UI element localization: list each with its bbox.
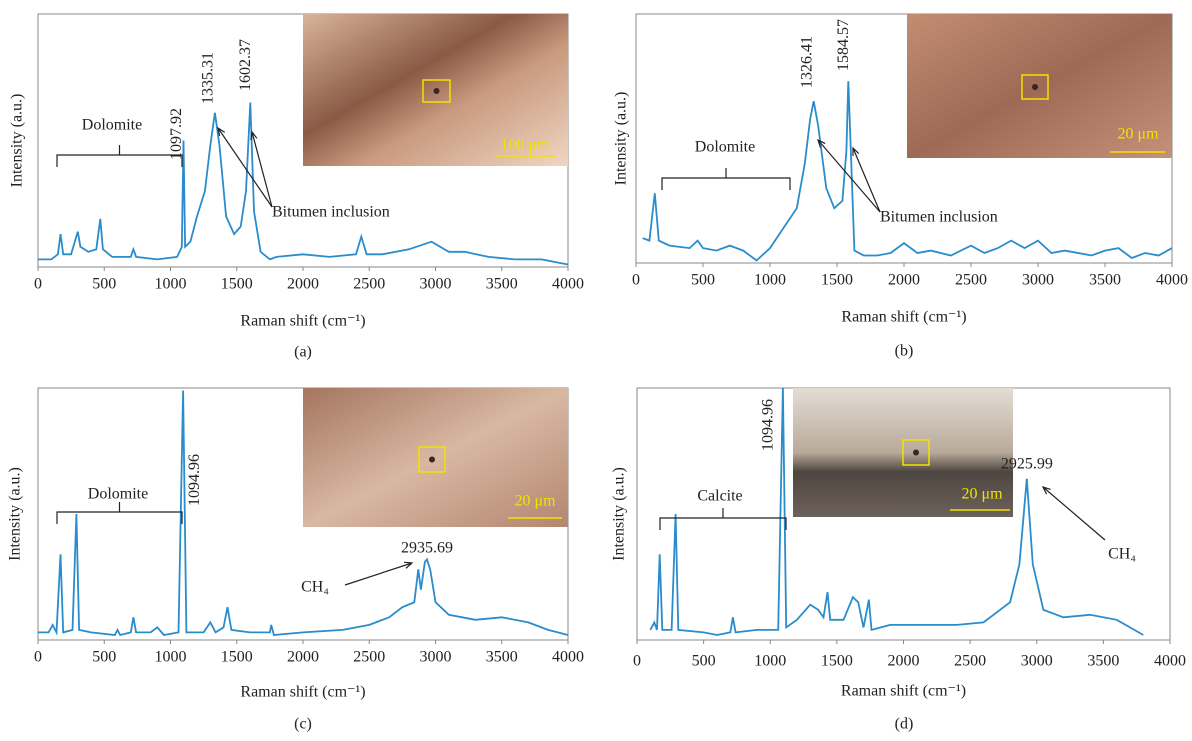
scale-label: 20 μm: [514, 493, 556, 510]
bracket-label: Calcite: [697, 488, 742, 505]
inclusion-dot: [1032, 84, 1038, 90]
x-tick-label: 2000: [888, 653, 920, 670]
arrow: [853, 148, 880, 212]
arrow: [345, 562, 412, 585]
peak-label: 1094.96: [760, 399, 777, 451]
gas-label: CH₄: [301, 579, 329, 596]
x-tick-label: 500: [692, 653, 716, 670]
x-tick-label: 1000: [155, 649, 187, 666]
x-tick-label: 2500: [954, 653, 986, 670]
bracket-label: Dolomite: [88, 486, 148, 503]
x-tick-label: 2500: [353, 276, 385, 293]
x-tick-label: 4000: [552, 276, 584, 293]
x-tick-label: 0: [632, 272, 640, 289]
panel-label: (a): [294, 344, 312, 361]
x-tick-label: 1500: [221, 649, 253, 666]
x-tick-label: 4000: [552, 649, 584, 666]
scale-label: 20 μm: [961, 486, 1003, 503]
y-axis-label: Intensity (a.u.): [9, 94, 26, 188]
panel-label: (b): [895, 343, 914, 360]
peak-label: 1097.92: [168, 108, 185, 160]
x-tick-label: 500: [691, 272, 715, 289]
bracket-label: Dolomite: [82, 117, 142, 134]
panel-label: (c): [294, 716, 312, 733]
x-tick-label: 2000: [287, 276, 319, 293]
x-tick-label: 500: [92, 649, 116, 666]
x-axis-label: Raman shift (cm⁻¹): [240, 684, 365, 701]
x-tick-label: 3000: [1021, 653, 1053, 670]
x-tick-label: 3000: [420, 276, 452, 293]
scale-label: 100 μm: [500, 137, 550, 154]
x-tick-label: 3500: [486, 649, 518, 666]
x-tick-label: 3500: [1089, 272, 1121, 289]
peak-label: 2935.69: [401, 540, 453, 557]
x-tick-label: 1500: [821, 272, 853, 289]
scale-label: 20 μm: [1117, 126, 1159, 143]
peak-label: 1326.41: [798, 36, 815, 88]
bracket-label: Dolomite: [695, 139, 755, 156]
y-axis-label: Intensity (a.u.): [7, 467, 24, 561]
inclusion-label: Bitumen inclusion: [272, 204, 390, 221]
peak-label: 1335.31: [200, 52, 217, 104]
bracket: [57, 145, 182, 167]
x-tick-label: 500: [92, 276, 116, 293]
x-tick-label: 2500: [353, 649, 385, 666]
figure: 0 500 1000 1500 2000 2500 3000 3500 4000 Raman sh…: [0, 0, 1192, 741]
x-tick-label: 0: [34, 276, 42, 293]
x-tick-label: 2000: [287, 649, 319, 666]
inclusion-label: Bitumen inclusion: [880, 209, 998, 226]
peak-label: 1094.96: [186, 454, 203, 506]
bracket: [660, 508, 786, 530]
x-tick-label: 4000: [1156, 272, 1188, 289]
bracket: [662, 168, 790, 190]
x-tick-label: 3500: [486, 276, 518, 293]
panel-label: (d): [895, 716, 914, 733]
x-tick-label: 1500: [221, 276, 253, 293]
panel: 0 500 1000 1500 2000 2500 3000 3500 4000 Raman sh…: [613, 14, 1188, 360]
arrow: [1043, 487, 1105, 540]
arrow: [818, 140, 880, 212]
peak-label: 2925.99: [1001, 456, 1053, 473]
peak-label: 1602.37: [237, 39, 254, 91]
x-axis-label: Raman shift (cm⁻¹): [240, 313, 365, 330]
inclusion-dot: [913, 450, 919, 456]
x-tick-label: 3500: [1087, 653, 1119, 670]
x-tick-label: 2000: [888, 272, 920, 289]
x-tick-label: 3000: [420, 649, 452, 666]
panel: 0 500 1000 1500 2000 2500 3000 3500 4000 Raman sh…: [611, 388, 1186, 733]
y-axis-label: Intensity (a.u.): [613, 92, 630, 186]
x-tick-label: 3000: [1022, 272, 1054, 289]
x-axis-label: Raman shift (cm⁻¹): [841, 683, 966, 700]
x-tick-label: 0: [34, 649, 42, 666]
x-axis-label: Raman shift (cm⁻¹): [841, 309, 966, 326]
inclusion-dot: [429, 457, 435, 463]
y-axis-label: Intensity (a.u.): [611, 467, 628, 561]
x-tick-label: 1000: [155, 276, 187, 293]
inclusion-dot: [434, 88, 440, 94]
gas-label: CH₄: [1108, 546, 1136, 563]
panel: 0 500 1000 1500 2000 2500 3000 3500 4000 Raman sh…: [7, 388, 584, 733]
x-tick-label: 1000: [754, 272, 786, 289]
x-tick-label: 1000: [754, 653, 786, 670]
x-tick-label: 1500: [821, 653, 853, 670]
x-tick-label: 4000: [1154, 653, 1186, 670]
x-tick-label: 0: [633, 653, 641, 670]
x-tick-label: 2500: [955, 272, 987, 289]
panel: 0 500 1000 1500 2000 2500 3000 3500 4000 Raman sh…: [9, 14, 584, 361]
peak-label: 1584.57: [835, 19, 852, 71]
